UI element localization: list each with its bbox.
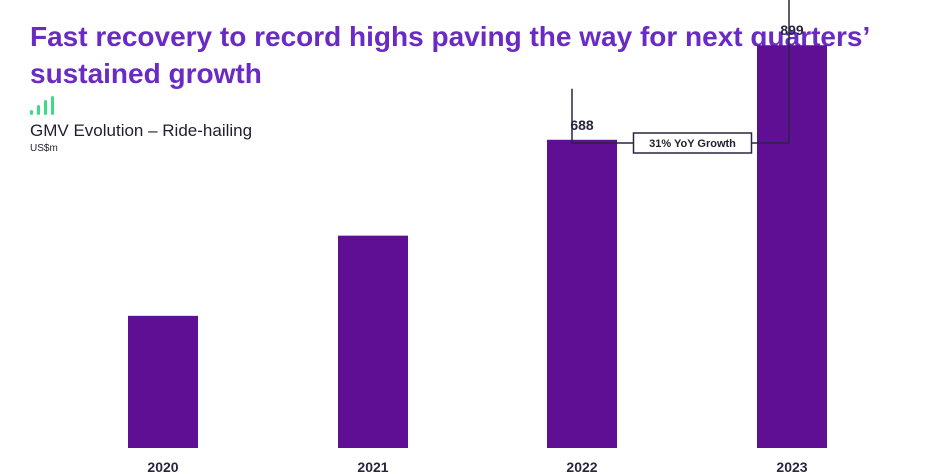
bar-2020 xyxy=(128,315,198,448)
chart-title: GMV Evolution – Ride-hailing xyxy=(30,121,253,140)
data-label-2022: 688 xyxy=(570,117,594,133)
growth-connector-line xyxy=(571,0,790,144)
chart-unit: US$m xyxy=(30,143,58,154)
growth-annotation-label: 31% YoY Growth xyxy=(649,138,736,150)
x-tick-2021: 2021 xyxy=(357,459,388,474)
page-title: Fast recovery to record highs paving the… xyxy=(30,21,869,89)
data-label-2023: 899 xyxy=(780,22,804,38)
x-tick-2020: 2020 xyxy=(147,459,178,474)
bar-2023 xyxy=(757,45,827,449)
bar-2022 xyxy=(547,139,617,448)
x-tick-2022: 2022 xyxy=(566,459,597,474)
bar-2021 xyxy=(338,235,408,448)
signal-bars-icon xyxy=(30,96,54,115)
growth-box xyxy=(632,132,753,154)
x-tick-2023: 2023 xyxy=(776,459,807,474)
